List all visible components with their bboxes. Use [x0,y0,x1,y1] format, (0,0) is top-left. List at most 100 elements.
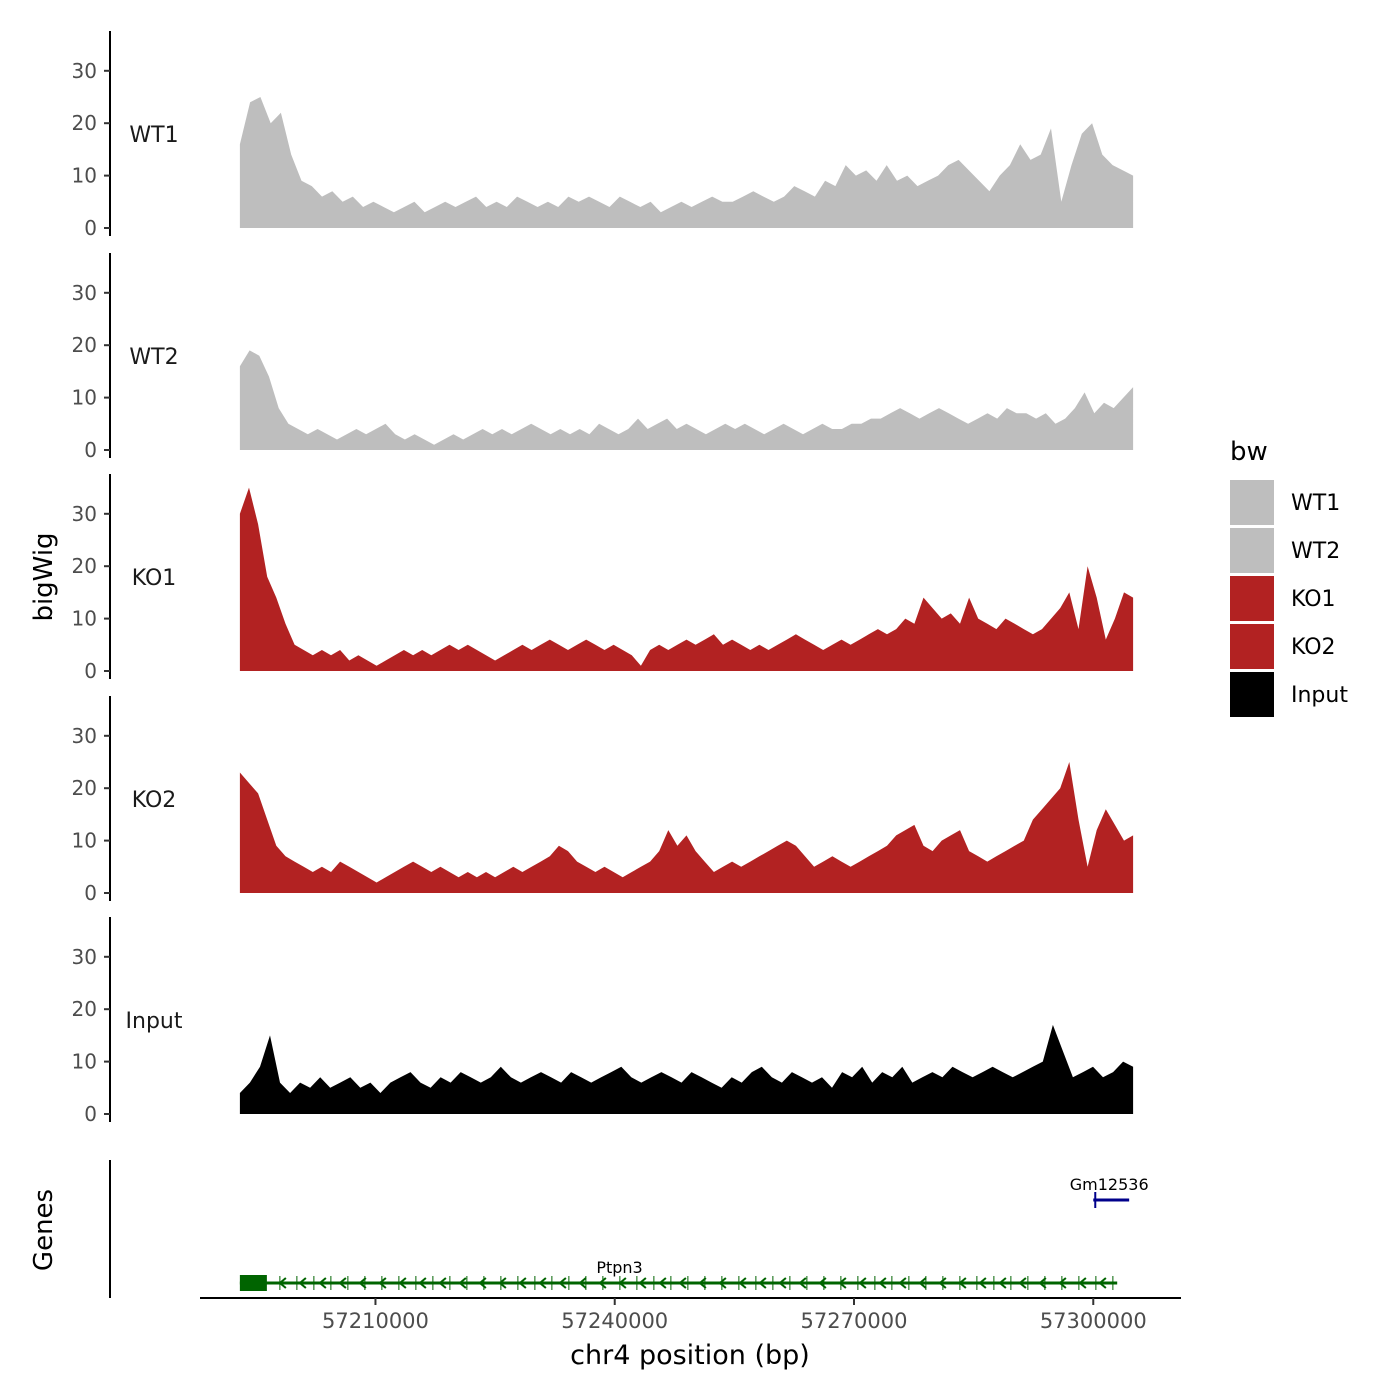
legend: bw WT1 WT2 KO1 KO2 Input [1230,437,1348,717]
x-axis-title: chr4 position (bp) [570,1340,810,1371]
gene-chevron [698,1277,707,1289]
legend-label-input: Input [1291,683,1348,708]
track-y-tick-label: 10 [72,386,97,410]
track-label: Input [126,1009,183,1034]
gene-chevron [358,1277,367,1289]
genes-panel: Ptpn3 Gm12536 [109,1160,1149,1298]
track-y-tick-label: 10 [72,829,97,853]
gene-chevron [658,1277,667,1289]
legend-label-wt2: WT2 [1291,539,1340,564]
track-y-tick-label: 10 [72,1050,97,1074]
gene-chevron [1038,1277,1047,1289]
track-y-tick-label: 0 [84,659,97,683]
gene-chevron [438,1277,447,1289]
legend-label-wt1: WT1 [1291,491,1340,516]
track-label: WT2 [129,345,178,370]
gene-chevron [318,1277,327,1289]
track-y-tick-label: 20 [72,111,97,135]
track-y-tick-label: 20 [72,333,97,357]
gene-chevron [1058,1277,1067,1289]
track-panel-input: 0 10 20 30 Input [72,917,1134,1126]
gene-chevron [1078,1277,1087,1289]
gene-chevron [778,1277,787,1289]
gene-gm12536: Gm12536 [1070,1175,1149,1208]
track-y-tick-label: 10 [72,607,97,631]
track-label: KO1 [132,566,177,591]
y-axis-title: bigWig [29,532,59,621]
legend-key-wt2 [1230,528,1274,573]
genes-axis-title: Genes [29,1189,59,1271]
track-area-wt2 [239,350,1134,450]
track-area-input [239,1024,1134,1114]
track-y-tick-label: 0 [84,216,97,240]
gene-chevron [538,1277,547,1289]
track-y-tick-label: 30 [72,59,97,83]
track-panel-wt2: 0 10 20 30 WT2 [72,253,1134,462]
gene-chevron [878,1277,887,1289]
track-panels: 0 10 20 30 WT1 0 10 20 30 WT2 0 10 20 30 KO1 0 10 20 30 KO2… [72,31,1134,1126]
legend-key-ko1 [1230,576,1274,621]
gene-chevron [598,1277,607,1289]
track-y-tick-label: 20 [72,554,97,578]
legend-label-ko2: KO2 [1291,635,1336,660]
gene-chevron [498,1277,507,1289]
legend-key-ko2 [1230,624,1274,669]
gene-chevron [918,1277,927,1289]
gene-chevron [938,1277,947,1289]
legend-key-input [1230,672,1274,717]
gene-chevron [718,1277,727,1289]
gene-chevron [458,1277,467,1289]
track-area-ko1 [239,487,1134,671]
track-y-tick-label: 0 [84,881,97,905]
track-y-tick-label: 20 [72,997,97,1021]
gene-chevron [398,1277,407,1289]
track-y-tick-label: 30 [72,502,97,526]
x-tick-label: 57240000 [561,1309,668,1333]
gene-ptpn3: Ptpn3 [239,1258,1118,1291]
gene-chevron [338,1277,347,1289]
track-area-ko2 [239,762,1134,893]
gene-chevron [758,1277,767,1289]
gene-chevron [898,1277,907,1289]
track-label: WT1 [129,123,178,148]
gene-chevron [798,1277,807,1289]
gene-chevron [558,1277,567,1289]
gene-chevron [518,1277,527,1289]
gene-label: Ptpn3 [596,1258,642,1277]
track-panel-ko2: 0 10 20 30 KO2 [72,696,1134,905]
track-y-tick-label: 30 [72,945,97,969]
gene-chevron [578,1277,587,1289]
track-area-wt1 [239,97,1134,228]
gene-chevron [298,1277,307,1289]
gene-chevron [738,1277,747,1289]
gene-label: Gm12536 [1070,1175,1149,1194]
x-tick-label: 57270000 [801,1309,908,1333]
legend-label-ko1: KO1 [1291,587,1336,612]
gene-chevron [1098,1277,1107,1289]
track-y-tick-label: 30 [72,281,97,305]
gene-chevron [638,1277,647,1289]
track-panel-wt1: 0 10 20 30 WT1 [72,31,1134,240]
gene-exon [239,1275,267,1291]
gene-chevron [378,1277,387,1289]
legend-title: bw [1230,437,1268,467]
gene-chevron [858,1277,867,1289]
gene-chevron [678,1277,687,1289]
track-y-tick-label: 30 [72,724,97,748]
gene-chevron [418,1277,427,1289]
legend-key-wt1 [1230,480,1274,525]
track-y-tick-label: 20 [72,776,97,800]
gene-chevron [838,1277,847,1289]
x-axis: 57210000 57240000 57270000 57300000 [200,1297,1181,1333]
track-label: KO2 [132,788,177,813]
track-y-tick-label: 0 [84,438,97,462]
gene-chevron [998,1277,1007,1289]
track-y-tick-label: 10 [72,164,97,188]
gene-chevron [978,1277,987,1289]
track-y-tick-label: 0 [84,1102,97,1126]
x-tick-label: 57210000 [322,1309,429,1333]
track-panel-ko1: 0 10 20 30 KO1 [72,474,1134,683]
gene-chevron [1018,1277,1027,1289]
x-tick-label: 57300000 [1040,1309,1147,1333]
